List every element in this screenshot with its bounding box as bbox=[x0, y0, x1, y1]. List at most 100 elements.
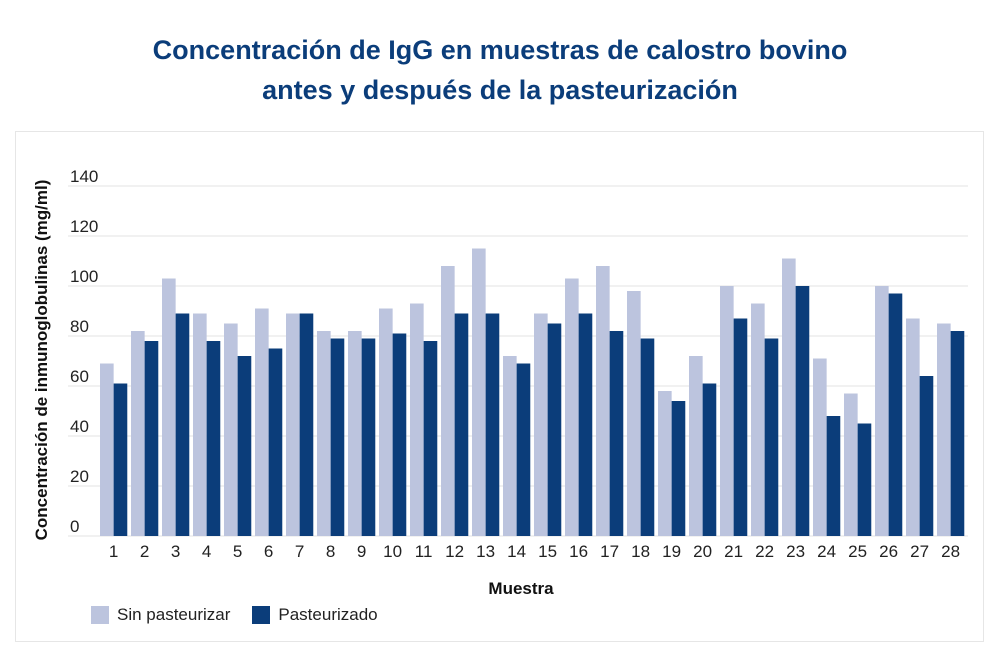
bar-pasteurizado-15 bbox=[547, 323, 562, 536]
y-tick-label-40: 40 bbox=[70, 417, 89, 436]
y-tick-label-100: 100 bbox=[70, 267, 98, 286]
bar-pasteurizado-20 bbox=[702, 383, 717, 536]
x-tick-label-21: 21 bbox=[724, 542, 743, 561]
bar-sin-pasteurizar-12 bbox=[441, 266, 455, 536]
x-axis-ticks: 1 2 3 4 5 6 7 8 9 10 11 12 13 14 15 16 17 18 19 20 21 22 23 24 2… bbox=[109, 542, 960, 561]
bar-pasteurizado-12 bbox=[454, 313, 469, 536]
bar-sin-pasteurizar-24 bbox=[813, 358, 827, 536]
bar-pasteurizado-5 bbox=[237, 356, 252, 536]
bar-sin-pasteurizar-21 bbox=[720, 286, 734, 536]
y-tick-label-0: 0 bbox=[70, 517, 79, 536]
bar-sin-pasteurizar-28 bbox=[937, 323, 951, 536]
chart-title-line-2: antes y después de la pasteurización bbox=[262, 75, 738, 105]
bar-sin-pasteurizar-26 bbox=[875, 286, 889, 536]
bar-pasteurizado-21 bbox=[733, 318, 748, 536]
x-tick-label-10: 10 bbox=[383, 542, 402, 561]
bar-pasteurizado-25 bbox=[857, 423, 872, 536]
bar-sin-pasteurizar-17 bbox=[596, 266, 610, 536]
bar-pasteurizado-8 bbox=[330, 338, 345, 536]
bar-pasteurizado-16 bbox=[578, 313, 593, 536]
x-tick-label-27: 27 bbox=[910, 542, 929, 561]
x-tick-label-11: 11 bbox=[415, 542, 433, 561]
bar-sin-pasteurizar-25 bbox=[844, 393, 858, 536]
y-tick-label-20: 20 bbox=[70, 467, 89, 486]
bar-sin-pasteurizar-27 bbox=[906, 318, 920, 536]
legend-swatch-sin-pasteurizar bbox=[91, 606, 109, 624]
x-tick-label-19: 19 bbox=[662, 542, 681, 561]
y-axis-title: Concentración de inmunoglobulinas (mg/ml… bbox=[32, 180, 51, 541]
y-tick-label-60: 60 bbox=[70, 367, 89, 386]
x-tick-label-17: 17 bbox=[600, 542, 619, 561]
y-axis-ticks: 0 20 40 60 80 100 120 140 bbox=[70, 167, 98, 536]
bar-sin-pasteurizar-23 bbox=[782, 258, 796, 536]
bar-pasteurizado-24 bbox=[826, 416, 841, 536]
legend: Sin pasteurizar Pasteurizado bbox=[91, 603, 400, 627]
legend-label-sin-pasteurizar: Sin pasteurizar bbox=[117, 605, 231, 624]
bar-pasteurizado-9 bbox=[361, 338, 376, 536]
bar-pasteurizado-14 bbox=[516, 363, 531, 536]
bar-sin-pasteurizar-4 bbox=[193, 313, 207, 536]
bar-sin-pasteurizar-7 bbox=[286, 313, 300, 536]
bars bbox=[100, 248, 965, 536]
bar-pasteurizado-13 bbox=[485, 313, 500, 536]
bar-pasteurizado-4 bbox=[206, 341, 221, 536]
y-tick-label-80: 80 bbox=[70, 317, 89, 336]
x-tick-label-20: 20 bbox=[693, 542, 712, 561]
x-tick-label-22: 22 bbox=[755, 542, 774, 561]
legend-label-pasteurizado: Pasteurizado bbox=[278, 605, 378, 624]
bar-sin-pasteurizar-14 bbox=[503, 356, 517, 536]
chart-title: Concentración de IgG en muestras de calo… bbox=[0, 30, 1000, 110]
bar-pasteurizado-18 bbox=[640, 338, 655, 536]
bar-sin-pasteurizar-9 bbox=[348, 331, 362, 536]
bar-pasteurizado-10 bbox=[392, 333, 407, 536]
chart-title-line-1: Concentración de IgG en muestras de calo… bbox=[152, 35, 848, 65]
y-tick-label-140: 140 bbox=[70, 167, 98, 186]
x-tick-label-6: 6 bbox=[264, 542, 273, 561]
bar-sin-pasteurizar-8 bbox=[317, 331, 331, 536]
x-tick-label-7: 7 bbox=[295, 542, 304, 561]
x-tick-label-13: 13 bbox=[476, 542, 495, 561]
legend-item-sin-pasteurizar: Sin pasteurizar bbox=[91, 605, 230, 625]
bar-pasteurizado-2 bbox=[144, 341, 159, 536]
bar-pasteurizado-3 bbox=[175, 313, 190, 536]
bar-pasteurizado-22 bbox=[764, 338, 779, 536]
bar-sin-pasteurizar-19 bbox=[658, 391, 672, 536]
legend-item-pasteurizado: Pasteurizado bbox=[252, 605, 378, 625]
bar-sin-pasteurizar-10 bbox=[379, 308, 393, 536]
x-tick-label-24: 24 bbox=[817, 542, 836, 561]
bar-sin-pasteurizar-15 bbox=[534, 313, 548, 536]
legend-swatch-pasteurizado bbox=[252, 606, 271, 624]
bar-sin-pasteurizar-16 bbox=[565, 278, 579, 536]
x-axis-title: Muestra bbox=[488, 579, 554, 598]
x-tick-label-25: 25 bbox=[848, 542, 867, 561]
bar-sin-pasteurizar-5 bbox=[224, 323, 238, 536]
bar-sin-pasteurizar-1 bbox=[100, 363, 114, 536]
bar-pasteurizado-27 bbox=[919, 376, 934, 536]
bar-pasteurizado-6 bbox=[268, 348, 283, 536]
bar-sin-pasteurizar-3 bbox=[162, 278, 176, 536]
x-tick-label-9: 9 bbox=[357, 542, 366, 561]
x-tick-label-16: 16 bbox=[569, 542, 588, 561]
bar-pasteurizado-28 bbox=[950, 331, 965, 536]
bar-pasteurizado-23 bbox=[795, 286, 810, 536]
bar-pasteurizado-7 bbox=[299, 313, 314, 536]
x-tick-label-8: 8 bbox=[326, 542, 335, 561]
x-tick-label-12: 12 bbox=[445, 542, 464, 561]
bar-sin-pasteurizar-13 bbox=[472, 248, 486, 536]
y-tick-label-120: 120 bbox=[70, 217, 98, 236]
bar-pasteurizado-1 bbox=[113, 383, 128, 536]
chart-frame bbox=[15, 131, 984, 642]
bar-pasteurizado-26 bbox=[888, 293, 903, 536]
bar-sin-pasteurizar-11 bbox=[410, 303, 424, 536]
x-tick-label-2: 2 bbox=[140, 542, 149, 561]
bar-sin-pasteurizar-22 bbox=[751, 303, 765, 536]
x-tick-label-1: 1 bbox=[109, 542, 118, 561]
x-tick-label-23: 23 bbox=[786, 542, 805, 561]
x-tick-label-28: 28 bbox=[941, 542, 960, 561]
x-tick-label-14: 14 bbox=[507, 542, 526, 561]
bar-sin-pasteurizar-20 bbox=[689, 356, 703, 536]
x-tick-label-15: 15 bbox=[538, 542, 557, 561]
bar-pasteurizado-11 bbox=[423, 341, 438, 536]
bar-sin-pasteurizar-6 bbox=[255, 308, 269, 536]
